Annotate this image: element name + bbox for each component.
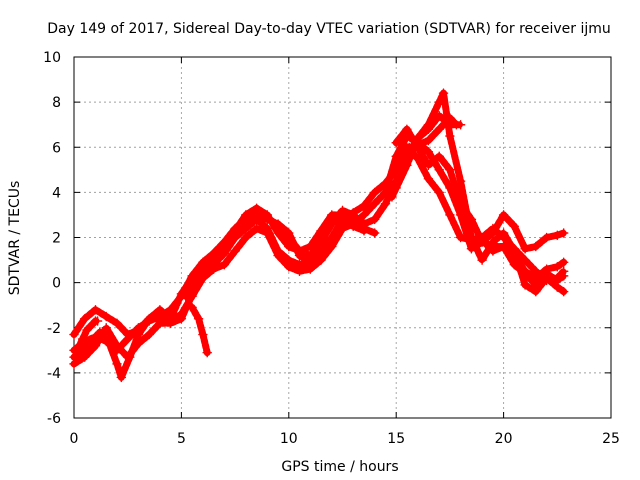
series-line-trace-9 [190, 305, 209, 355]
y-tick-label: 8 [52, 95, 61, 111]
y-tick-label: 4 [52, 185, 61, 201]
x-tick-label: 10 [280, 431, 298, 447]
series-markers-trace-8 [477, 235, 569, 290]
y-tick-label: -2 [47, 321, 61, 337]
y-tick-label: -6 [47, 411, 61, 427]
series-markers-trace-9 [187, 302, 212, 358]
data-series [69, 88, 569, 383]
x-tick-labels: 0 5 10 15 20 25 [70, 431, 620, 447]
series-markers-trace-7 [391, 124, 569, 254]
series-markers-trace-11 [395, 113, 462, 166]
chart-title: Day 149 of 2017, Sidereal Day-to-day VTE… [47, 21, 611, 37]
y-tick-labels: -6 -4 -2 0 2 4 6 8 10 [43, 50, 61, 427]
x-tick-label: 5 [177, 431, 186, 447]
x-tick-label: 25 [602, 431, 620, 447]
y-tick-label: 6 [52, 140, 61, 156]
y-tick-label: 0 [52, 276, 61, 292]
y-tick-label: -4 [47, 366, 61, 382]
series-markers-trace-10 [73, 316, 103, 353]
x-axis-label: GPS time / hours [281, 459, 398, 475]
x-tick-label: 15 [387, 431, 405, 447]
x-tick-label: 20 [495, 431, 513, 447]
series-markers-trace-5 [180, 210, 380, 301]
y-tick-label: 2 [52, 231, 61, 247]
x-tick-label: 0 [70, 431, 79, 447]
y-axis-label: SDTVAR / TECUs [7, 181, 23, 296]
y-tick-label: 10 [43, 50, 61, 66]
